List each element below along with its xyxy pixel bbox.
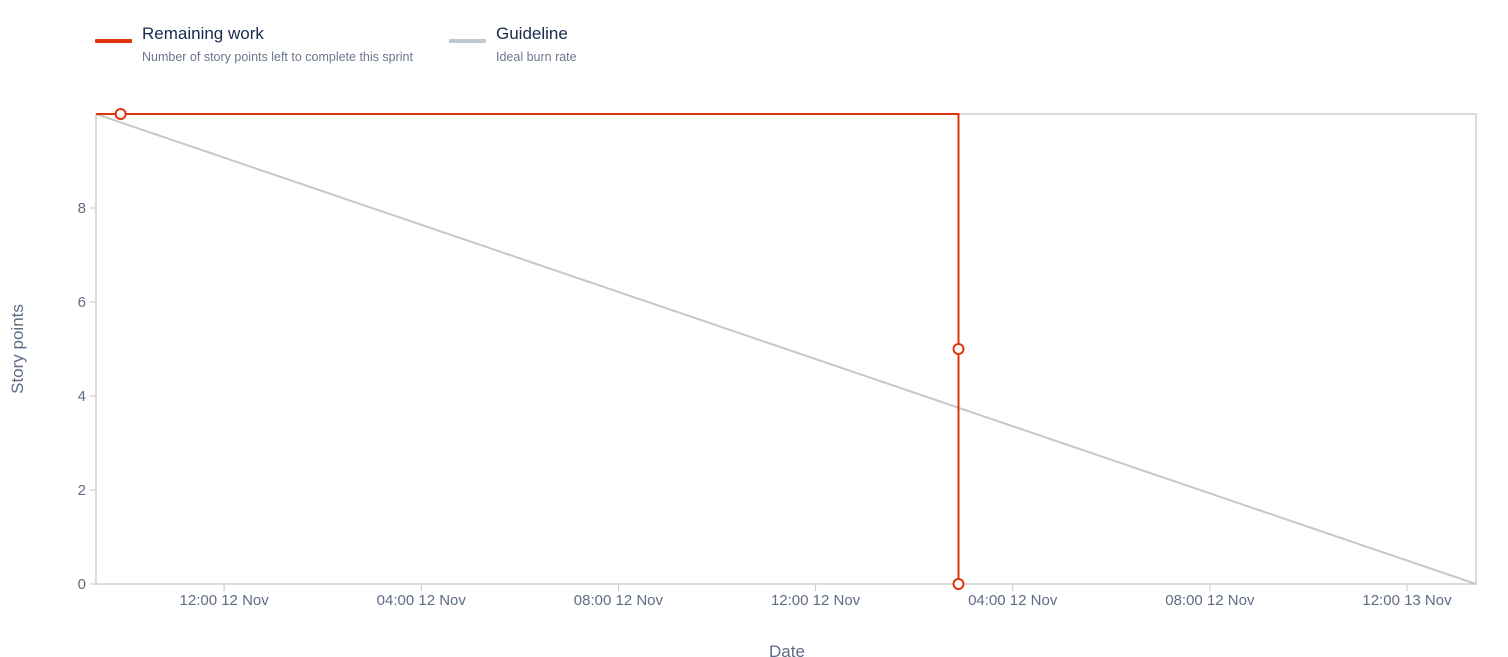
x-tick-label: 04:00 12 Nov [377,592,467,609]
y-tick-label: 2 [78,482,86,499]
x-axis-title: Date [769,642,805,657]
x-tick-label: 08:00 12 Nov [574,592,664,609]
y-axis-title: Story points [8,304,27,394]
data-point-remaining-work[interactable] [952,343,965,355]
legend-title-remaining-work: Remaining work [142,24,264,43]
y-tick-label: 6 [78,294,86,311]
legend-description-guideline: Ideal burn rate [496,50,577,64]
series-points [114,108,965,590]
legend-description-remaining-work: Number of story points left to complete … [142,50,413,64]
y-tick-label: 4 [78,388,86,405]
data-point-remaining-work[interactable] [952,578,965,590]
legend-title-guideline: Guideline [496,24,568,43]
x-tick-label: 12:00 12 Nov [180,592,270,609]
x-tick-label: 08:00 12 Nov [1165,592,1255,609]
x-axis: 12:00 12 Nov 04:00 12 Nov 08:00 12 Nov 12:0… [180,584,1452,609]
series-lines [95,113,1477,585]
legend-swatch-remaining-work [95,39,132,43]
series-line-guideline [95,113,1477,585]
series-line-remaining-work [96,113,960,584]
x-tick-label: 12:00 13 Nov [1362,592,1452,609]
y-tick-label: 8 [78,200,86,217]
x-tick-label: 04:00 12 Nov [968,592,1058,609]
data-point-remaining-work[interactable] [114,108,127,120]
x-tick-label: 12:00 12 Nov [771,592,861,609]
y-tick-label: 0 [78,576,86,593]
y-axis: 0 2 4 6 8 [78,200,96,593]
legend-swatch-guideline [449,39,486,43]
